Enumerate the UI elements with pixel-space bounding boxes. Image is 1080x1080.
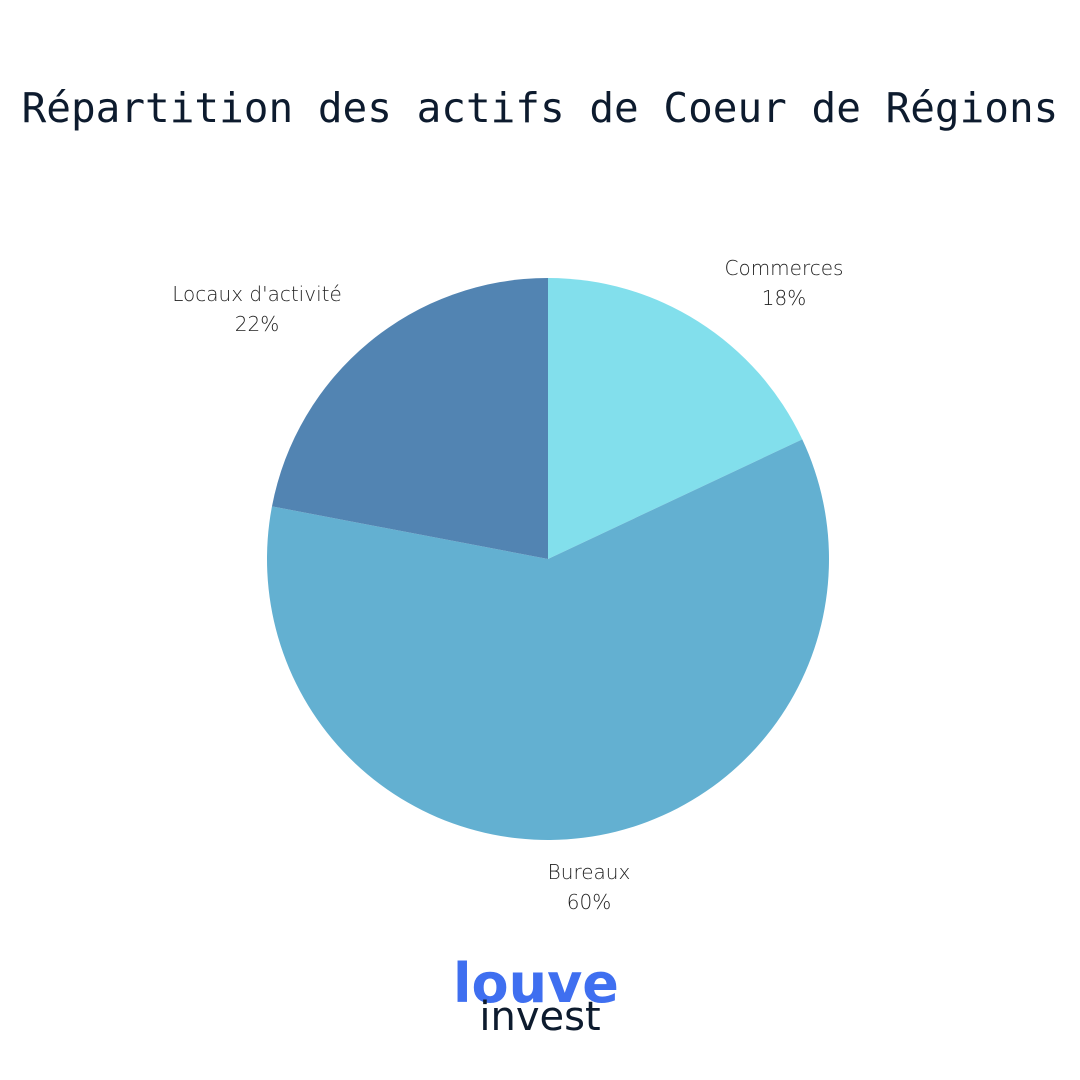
logo-line: invest <box>479 994 600 1040</box>
pie-slice <box>267 439 830 840</box>
logo-line: louve <box>453 952 619 1015</box>
slice-value-label: 60% <box>567 890 611 914</box>
slice-value-label: 22% <box>235 312 279 336</box>
slice-value-label: 18% <box>762 286 806 310</box>
slice-label: Locaux d'activité <box>172 282 342 306</box>
chart-title: Répartition des actifs de Coeur de Régio… <box>22 84 1059 132</box>
pie-slice <box>548 278 803 559</box>
slice-label: Commerces <box>725 256 844 280</box>
slice-label: Bureaux <box>548 860 631 884</box>
pie-slice <box>271 278 548 559</box>
pie <box>267 278 830 840</box>
